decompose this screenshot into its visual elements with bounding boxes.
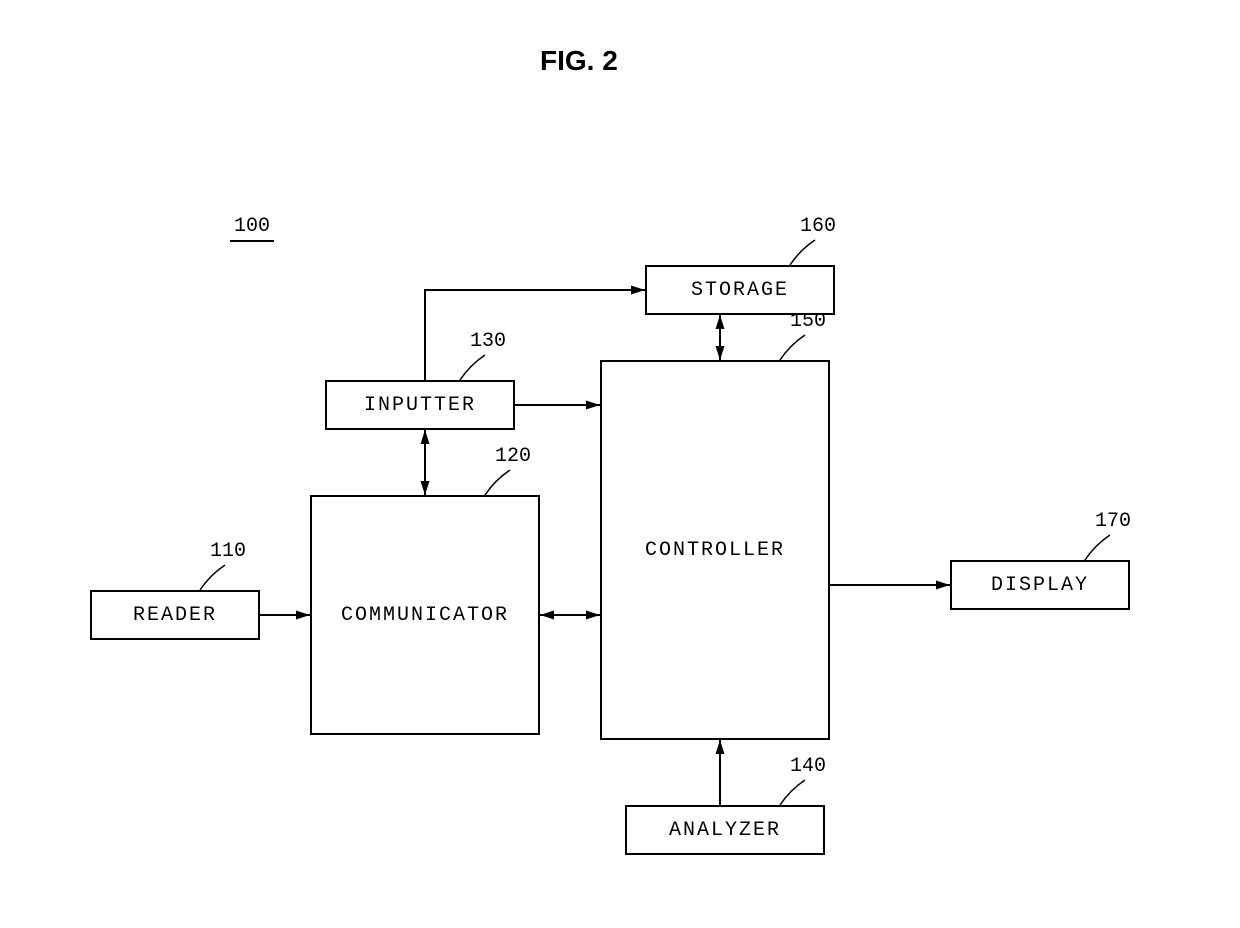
- block-communicator: COMMUNICATOR: [310, 495, 540, 735]
- block-inputter: INPUTTER: [325, 380, 515, 430]
- diagram-canvas: FIG. 2 100 110 READER 120 COMMUNICATOR 1…: [0, 0, 1240, 928]
- ref-110: 110: [210, 540, 246, 563]
- ref-140: 140: [790, 755, 826, 778]
- block-controller: CONTROLLER: [600, 360, 830, 740]
- block-storage: STORAGE: [645, 265, 835, 315]
- ref-170: 170: [1095, 510, 1131, 533]
- ref-160: 160: [800, 215, 836, 238]
- ref-130: 130: [470, 330, 506, 353]
- block-reader: READER: [90, 590, 260, 640]
- block-display: DISPLAY: [950, 560, 1130, 610]
- block-analyzer: ANALYZER: [625, 805, 825, 855]
- ref-120: 120: [495, 445, 531, 468]
- figure-title: FIG. 2: [540, 45, 618, 77]
- system-ref-100: 100: [230, 215, 274, 242]
